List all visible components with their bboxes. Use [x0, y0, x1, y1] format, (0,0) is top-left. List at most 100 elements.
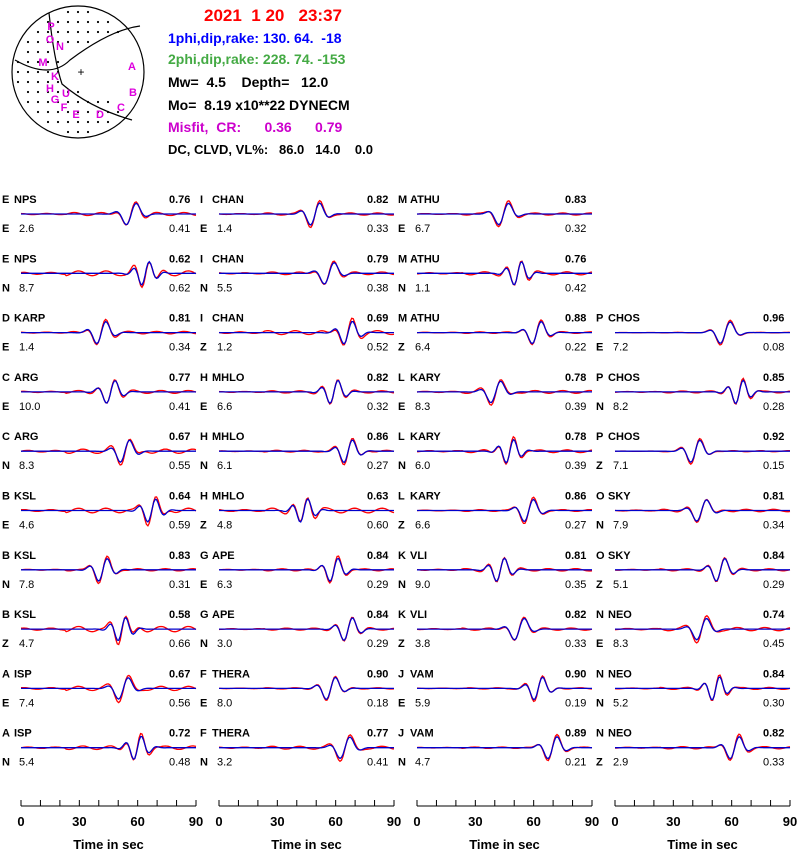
tick-label: 0: [215, 814, 222, 829]
waveform-panel: A ISP 0.72 N 5.4 0.48: [2, 728, 197, 769]
misfit-value: 0.39: [565, 401, 586, 413]
correlation-value: 0.83: [169, 550, 190, 562]
compression-dot: [86, 40, 90, 44]
synthetic-trace: [417, 498, 592, 523]
station-code: KARY: [410, 491, 441, 503]
synthetic-trace: [219, 617, 394, 641]
axis-title: Time in sec: [73, 837, 144, 852]
time-axis: 0 30 60 90 Time in sec: [611, 800, 797, 852]
distance-value: 2.9: [613, 757, 628, 769]
compression-dot: [86, 30, 90, 34]
component-label: N: [200, 460, 208, 472]
synthetic-trace: [417, 438, 592, 464]
misfit-value: 0.27: [367, 460, 388, 472]
station-code: ISP: [14, 728, 32, 740]
station-code: CHAN: [212, 313, 244, 325]
station-code: VLI: [410, 550, 427, 562]
compression-dot: [26, 50, 30, 54]
station-id-letter: E: [2, 194, 9, 206]
compression-dot: [36, 90, 40, 94]
nodal-plane-2: 2phi,dip,rake: 228. 74. -153: [168, 51, 346, 67]
station-id-letter: D: [2, 313, 10, 325]
correlation-value: 0.58: [169, 609, 190, 621]
nodal-plane-1: 1phi,dip,rake: 130. 64. -18: [168, 30, 342, 46]
misfit-value: 0.30: [763, 697, 784, 709]
compression-dot: [76, 10, 80, 14]
correlation-value: 0.90: [367, 668, 388, 680]
station-code: VLI: [410, 609, 427, 621]
compression-dot: [96, 30, 100, 34]
waveform-panel: O SKY 0.84 Z 5.1 0.29: [596, 550, 791, 591]
correlation-value: 0.67: [169, 668, 190, 680]
waveform-panel: I CHAN 0.82 E 1.4 0.33: [200, 194, 395, 235]
compression-dot: [66, 20, 70, 24]
waveform-panel: A ISP 0.67 E 7.4 0.56: [2, 668, 197, 709]
distance-value: 6.4: [415, 342, 430, 354]
correlation-value: 0.62: [169, 253, 190, 265]
tick-label: 90: [585, 814, 599, 829]
distance-value: 10.0: [19, 401, 40, 413]
tick-label: 90: [387, 814, 401, 829]
synthetic-trace: [417, 320, 592, 345]
distance-value: 6.6: [217, 401, 232, 413]
correlation-value: 0.78: [565, 431, 586, 443]
component-label: N: [2, 460, 10, 472]
station-code: MHLO: [212, 372, 245, 384]
synthetic-trace: [615, 617, 790, 641]
component-label: N: [2, 282, 10, 294]
misfit-value: 0.19: [565, 697, 586, 709]
correlation-value: 0.79: [367, 253, 388, 265]
synthetic-trace: [615, 557, 790, 582]
axis-title: Time in sec: [469, 837, 540, 852]
misfit-value: 0.56: [169, 697, 190, 709]
tick-label: 60: [130, 814, 144, 829]
station-id-letter: B: [2, 609, 10, 621]
waveform-panels: E NPS 0.76 E 2.6 0.41 E NPS 0.62 N 8.7 0.62 D KARP 0.8…: [2, 194, 791, 769]
waveform-panel: N NEO 0.84 N 5.2 0.30: [596, 668, 791, 709]
distance-value: 5.9: [415, 697, 430, 709]
distance-value: 7.2: [613, 342, 628, 354]
station-code: KARY: [410, 372, 441, 384]
correlation-value: 0.76: [169, 194, 190, 206]
station-letter: C: [117, 102, 125, 114]
misfit-value: 0.42: [565, 282, 586, 294]
compression-dot: [46, 40, 50, 44]
station-code: ATHU: [410, 194, 440, 206]
compression-dot: [116, 110, 120, 114]
nodal-plane-2-trace: [14, 25, 141, 71]
compression-dot: [46, 50, 50, 54]
distance-value: 9.0: [415, 579, 430, 591]
waveform-panel: J VAM 0.89 N 4.7 0.21: [398, 728, 593, 769]
component-label: E: [200, 223, 207, 235]
correlation-value: 0.96: [763, 313, 784, 325]
compression-dot: [56, 40, 60, 44]
component-label: Z: [398, 342, 405, 354]
compression-dot: [66, 10, 70, 14]
distance-value: 4.6: [19, 520, 34, 532]
component-label: Z: [596, 460, 603, 472]
correlation-value: 0.77: [367, 728, 388, 740]
station-code: THERA: [212, 668, 250, 680]
station-id-letter: F: [200, 668, 207, 680]
synthetic-trace: [417, 202, 592, 226]
compression-dot: [56, 20, 60, 24]
station-code: ATHU: [410, 253, 440, 265]
station-code: VAM: [410, 728, 434, 740]
tick-label: 90: [783, 814, 797, 829]
synthetic-trace: [21, 616, 196, 642]
station-letter: F: [61, 102, 68, 114]
waveform-panel: G APE 0.84 E 6.3 0.29: [200, 550, 395, 591]
compression-dot: [46, 90, 50, 94]
station-letter: E: [72, 109, 79, 121]
tick-label: 60: [328, 814, 342, 829]
station-id-letter: I: [200, 313, 203, 325]
station-id-letter: J: [398, 728, 404, 740]
synthetic-trace: [615, 676, 790, 701]
beachball-outline: [11, 5, 145, 139]
waveform-panel: N NEO 0.74 E 8.3 0.45: [596, 609, 791, 650]
dc-clvd-vl: DC, CLVD, VL%: 86.0 14.0 0.0: [168, 142, 373, 157]
correlation-value: 0.78: [565, 372, 586, 384]
waveform-panel: B KSL 0.58 Z 4.7 0.66: [2, 609, 197, 650]
compression-dot: [106, 110, 110, 114]
